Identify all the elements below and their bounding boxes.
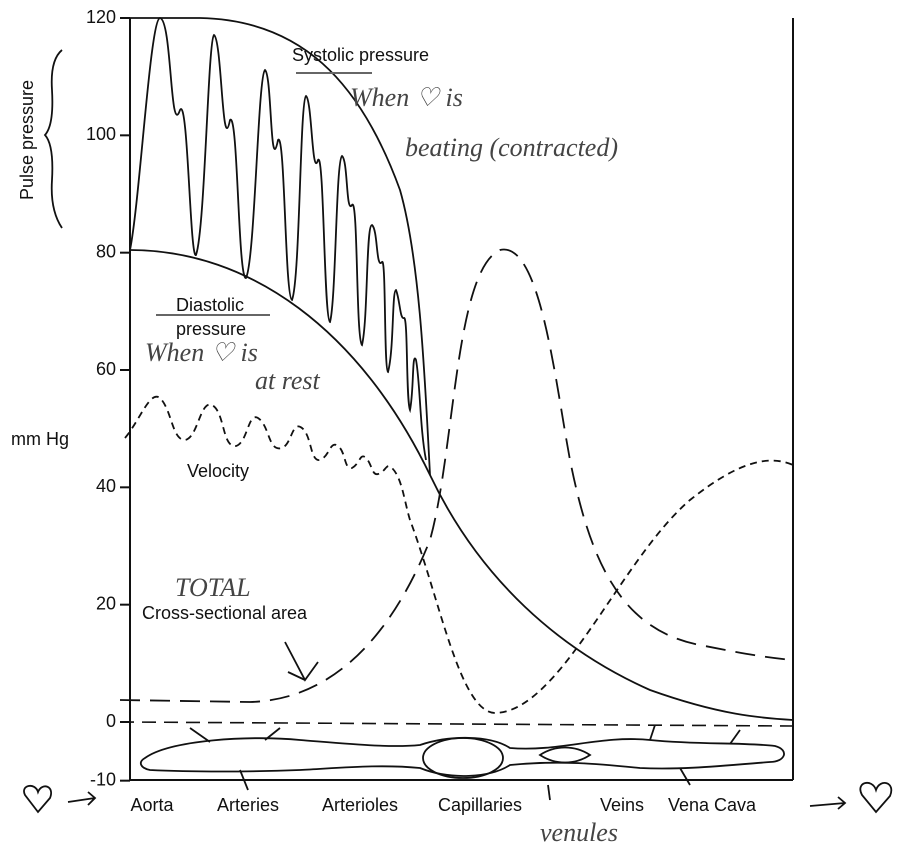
x-label: Arterioles [322,795,398,815]
note: TOTAL [175,573,251,602]
arrow [547,784,551,801]
y-tick-label: -10 [90,769,116,789]
diastolic-curve [129,249,794,721]
y-tick-label: 100 [86,124,116,144]
y-tick-label: 0 [106,711,116,731]
area-label: Cross-sectional area [142,603,308,623]
pulse-oscillation [129,17,427,461]
note: at rest [255,366,321,395]
pulse-pressure-label: Pulse pressure [17,80,37,200]
capillary-bed [422,737,504,779]
branches [189,724,741,791]
zero-line [119,721,794,727]
x-label: Vena Cava [668,795,757,815]
y-tick-label: 40 [96,476,116,496]
diastolic-label-1: Diastolic [176,295,244,315]
y-tick-label: 60 [96,359,116,379]
arrow [809,796,847,810]
note: When ♡ is [350,83,463,112]
diastolic-label-2: pressure [176,319,246,339]
heart [859,781,893,814]
y-axis-label: mm Hg [11,429,69,449]
heart [23,785,52,814]
x-label: Capillaries [438,795,522,815]
systolic-label: Systolic pressure [292,45,429,65]
vessel [139,736,785,777]
vein-valve [538,746,592,764]
x-label: Veins [600,795,644,815]
x-label: Aorta [130,795,174,815]
y-tick-label: 120 [86,7,116,27]
arrow [284,641,319,682]
arrow [67,791,97,806]
y-tick-label: 80 [96,241,116,261]
velocity-label: Velocity [187,461,249,481]
brace [43,49,63,229]
note: When ♡ is [145,338,258,367]
systolic-curve [130,17,431,476]
x-label: Arteries [217,795,279,815]
velocity-curve [124,395,794,714]
note: beating (contracted) [405,133,618,162]
y-tick-label: 20 [96,593,116,613]
note: venules [540,818,618,847]
area-curve [119,248,794,703]
